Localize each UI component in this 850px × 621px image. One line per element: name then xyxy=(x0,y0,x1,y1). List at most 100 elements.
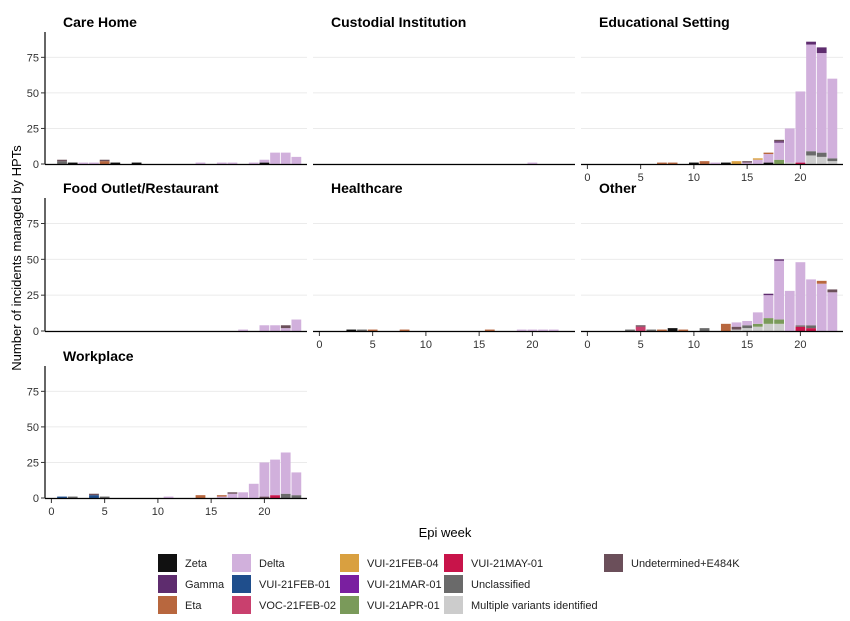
bar-segment xyxy=(259,325,270,331)
bar-segment xyxy=(346,329,357,331)
bar-segment xyxy=(484,329,495,331)
bar-segment xyxy=(816,152,827,157)
bar-segment xyxy=(827,292,838,331)
bar-segment xyxy=(806,328,816,331)
bar-segment xyxy=(291,319,302,331)
legend-item: VOC-21FEB-02 xyxy=(232,596,336,614)
bar-segment xyxy=(763,293,774,296)
bar-segment xyxy=(774,141,784,143)
bar-segment xyxy=(270,325,280,331)
bar-segment xyxy=(248,483,259,498)
bar-segment xyxy=(57,496,67,498)
bar-segment xyxy=(357,329,367,331)
legend-item: VUI-21FEB-04 xyxy=(340,554,439,572)
x-tick-label: 5 xyxy=(370,339,376,351)
bar-segment xyxy=(516,329,527,331)
facet-panel: Educational Setting 0 5 10 15 20 xyxy=(581,14,843,184)
bar-segment xyxy=(742,320,753,326)
bar-segment xyxy=(731,326,742,330)
legend-swatch xyxy=(340,596,359,614)
bar-segment xyxy=(784,290,795,331)
legend-item: VUI-21MAR-01 xyxy=(340,575,442,593)
legend-label: Eta xyxy=(185,600,202,612)
legend-swatch xyxy=(340,554,359,572)
bar-segment xyxy=(784,128,795,163)
bar-segment xyxy=(238,492,248,498)
bar-segment xyxy=(731,161,742,164)
bar-segment xyxy=(291,156,302,164)
bar-segment xyxy=(280,325,291,329)
y-axis-title: Number of incidents managed by HPTs xyxy=(9,145,24,371)
facet-panel: Food Outlet/Restaurant 0 25 50 75 xyxy=(27,180,307,338)
bar-segment xyxy=(816,283,827,331)
bar-segment xyxy=(67,162,78,164)
bar-segment xyxy=(774,323,784,331)
x-tick-label: 0 xyxy=(48,506,54,518)
bar-segment xyxy=(720,323,731,331)
bar-segment xyxy=(816,47,827,54)
bar-segment xyxy=(163,496,174,498)
bar-segment xyxy=(827,158,838,162)
bar-segment xyxy=(259,462,270,497)
bar-segment xyxy=(763,318,774,324)
x-tick-label: 15 xyxy=(741,339,753,351)
bar-segment xyxy=(806,325,816,329)
legend-item: Delta xyxy=(232,554,286,572)
bar-segment xyxy=(99,496,110,498)
bar-segment xyxy=(259,159,270,163)
bar-segment xyxy=(774,319,784,324)
legend-item: VUI-21MAY-01 xyxy=(444,554,543,572)
legend-swatch xyxy=(158,554,177,572)
bar-segment xyxy=(827,289,838,293)
bar-segment xyxy=(78,162,89,164)
facet-panel: Healthcare 0 5 10 15 20 xyxy=(313,180,575,351)
bar-segment xyxy=(774,260,784,320)
bar-segment xyxy=(270,152,280,164)
bar-segment xyxy=(806,41,816,45)
legend-swatch xyxy=(340,575,359,593)
bar-segment xyxy=(227,492,238,494)
bar-segment xyxy=(280,328,291,331)
bar-segment xyxy=(806,151,816,156)
legend-swatch xyxy=(444,596,463,614)
x-tick-label: 0 xyxy=(584,339,590,351)
y-tick-label: 25 xyxy=(27,123,39,135)
bar-segment xyxy=(227,162,238,164)
bar-segment xyxy=(795,91,806,163)
x-axis-title: Epi week xyxy=(419,525,472,540)
legend-swatch xyxy=(158,575,177,593)
bar-segment xyxy=(216,495,227,497)
legend-item: Eta xyxy=(158,596,202,614)
bar-segment xyxy=(699,328,710,331)
bar-segment xyxy=(291,472,302,496)
bar-segment xyxy=(795,262,806,326)
y-tick-label: 0 xyxy=(33,159,39,171)
legend-item: VUI-21APR-01 xyxy=(340,596,440,614)
legend-label: VUI-21APR-01 xyxy=(367,600,440,612)
bar-segment xyxy=(827,78,838,159)
bar-segment xyxy=(131,162,142,164)
legend-label: Zeta xyxy=(185,558,208,570)
y-tick-label: 50 xyxy=(27,422,39,434)
legend-label: Multiple variants identified xyxy=(471,600,598,612)
bar-segment xyxy=(259,162,270,164)
x-tick-label: 0 xyxy=(584,172,590,184)
bar-segment xyxy=(699,161,710,164)
x-tick-label: 10 xyxy=(420,339,432,351)
bar-segment xyxy=(763,323,774,331)
bar-segment xyxy=(99,159,110,162)
legend-label: Delta xyxy=(259,558,286,570)
bar-segment xyxy=(763,154,774,163)
bar-segment xyxy=(731,329,742,331)
bar-segment xyxy=(635,326,646,331)
bar-segment xyxy=(195,162,206,164)
bar-segment xyxy=(742,328,753,331)
bar-segment xyxy=(635,325,646,327)
legend-swatch xyxy=(444,554,463,572)
facet-title: Other xyxy=(599,180,637,196)
facet-title: Workplace xyxy=(63,348,134,364)
bar-segment xyxy=(89,495,99,498)
x-tick-label: 10 xyxy=(688,172,700,184)
facet-panel: Workplace 0 25 50 75 0 5 10 15 20 xyxy=(27,348,307,518)
